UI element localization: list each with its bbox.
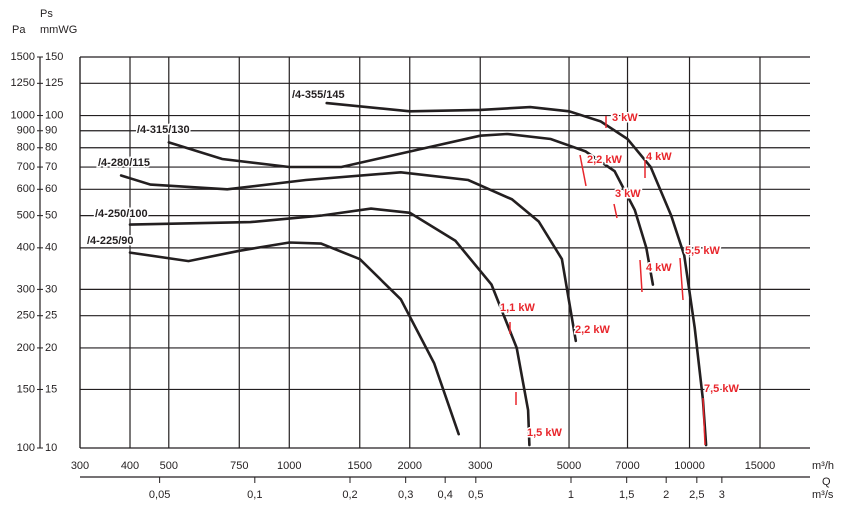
x-tick-label: 1000 [277,460,301,472]
y2-tick-label: 70 [45,161,57,173]
x2-tick-label: 0,4 [438,489,453,501]
x-tick-label: 750 [230,460,248,472]
power-label: 1,1 kW [500,302,535,314]
x-tick-label: 300 [71,460,89,472]
power-label: 4 kW [646,262,672,274]
power-label: 2,2 kW [587,154,622,166]
x2-tick-label: 2,5 [689,489,704,501]
x2-tick-label: 2 [663,489,669,501]
y-tick-label: 700 [17,161,35,173]
x-tick-label: 15000 [745,460,776,472]
x-tick-label: 2000 [398,460,422,472]
y-tick-label: 250 [17,310,35,322]
x-tick-label: 5000 [557,460,581,472]
x2-tick-label: 0,1 [247,489,262,501]
x-symbol: Q [822,476,831,488]
y-tick-label: 100 [17,442,35,454]
power-label: 4 kW [646,151,672,163]
y-tick-label: 150 [17,383,35,395]
y-tick-label: 600 [17,183,35,195]
power-marker [679,257,684,301]
y2-tick-label: 150 [45,51,63,63]
y-tick-label: 400 [17,242,35,254]
y2-tick-label: 50 [45,210,57,222]
y2-tick-label: 15 [45,383,57,395]
y-tick-label: 800 [17,142,35,154]
y2-tick-label: 10 [45,442,57,454]
y-tick-label: 1250 [11,77,35,89]
y2-tick-label: 100 [45,109,63,121]
power-label: 7,5 kW [704,383,739,395]
curve [128,241,460,436]
power-marker [639,259,643,293]
y2-tick-label: 25 [45,310,57,322]
curve-label: /4-250/100 [95,208,148,220]
curve-label: /4-225/90 [87,235,133,247]
power-marker [579,154,587,187]
y-tick-label: 200 [17,342,35,354]
power-label: 2,2 kW [575,324,610,336]
y2-axis-label: mmWG [40,24,77,36]
x-tick-label: 1500 [348,460,372,472]
curve-label: /4-280/115 [98,157,150,169]
y2-tick-label: 20 [45,342,57,354]
y2-tick-label: 40 [45,242,57,254]
x-tick-label: 3000 [468,460,492,472]
x2-tick-label: 0,2 [342,489,357,501]
curve-label: /4-355/145 [292,89,345,101]
power-label: 3 kW [612,112,638,124]
curve [119,170,578,343]
y-axis-label: Pa [12,24,26,36]
curve [325,101,708,447]
y2-tick-label: 30 [45,283,57,295]
y-symbol: Ps [40,8,53,20]
curve [167,132,655,286]
y2-tick-label: 60 [45,183,57,195]
x2-tick-label: 3 [719,489,725,501]
power-label: 1,5 kW [527,427,562,439]
y2-tick-label: 90 [45,125,57,137]
y-tick-label: 1500 [11,51,35,63]
x2-axis-label: m³/s [812,489,834,501]
y-tick-label: 900 [17,125,35,137]
x-tick-label: 400 [121,460,139,472]
y-tick-label: 1000 [11,109,35,121]
x-tick-label: 500 [160,460,178,472]
y2-tick-label: 80 [45,142,57,154]
x-tick-label: 7000 [615,460,639,472]
y-tick-label: 500 [17,210,35,222]
power-label: 5,5 kW [685,245,720,257]
x-axis-label: m³/h [812,460,834,472]
x2-tick-label: 0,05 [149,489,170,501]
x2-tick-label: 0,3 [398,489,413,501]
power-marker [702,397,706,446]
x2-tick-label: 1,5 [619,489,634,501]
power-label: 3 kW [615,188,641,200]
y2-tick-label: 125 [45,77,63,89]
power-marker [613,203,618,219]
x-tick-label: 10000 [674,460,705,472]
x2-tick-label: 0,5 [468,489,483,501]
x2-tick-label: 1 [568,489,574,501]
y-tick-label: 300 [17,283,35,295]
curve [128,207,531,447]
curve-label: /4-315/130 [137,124,190,136]
